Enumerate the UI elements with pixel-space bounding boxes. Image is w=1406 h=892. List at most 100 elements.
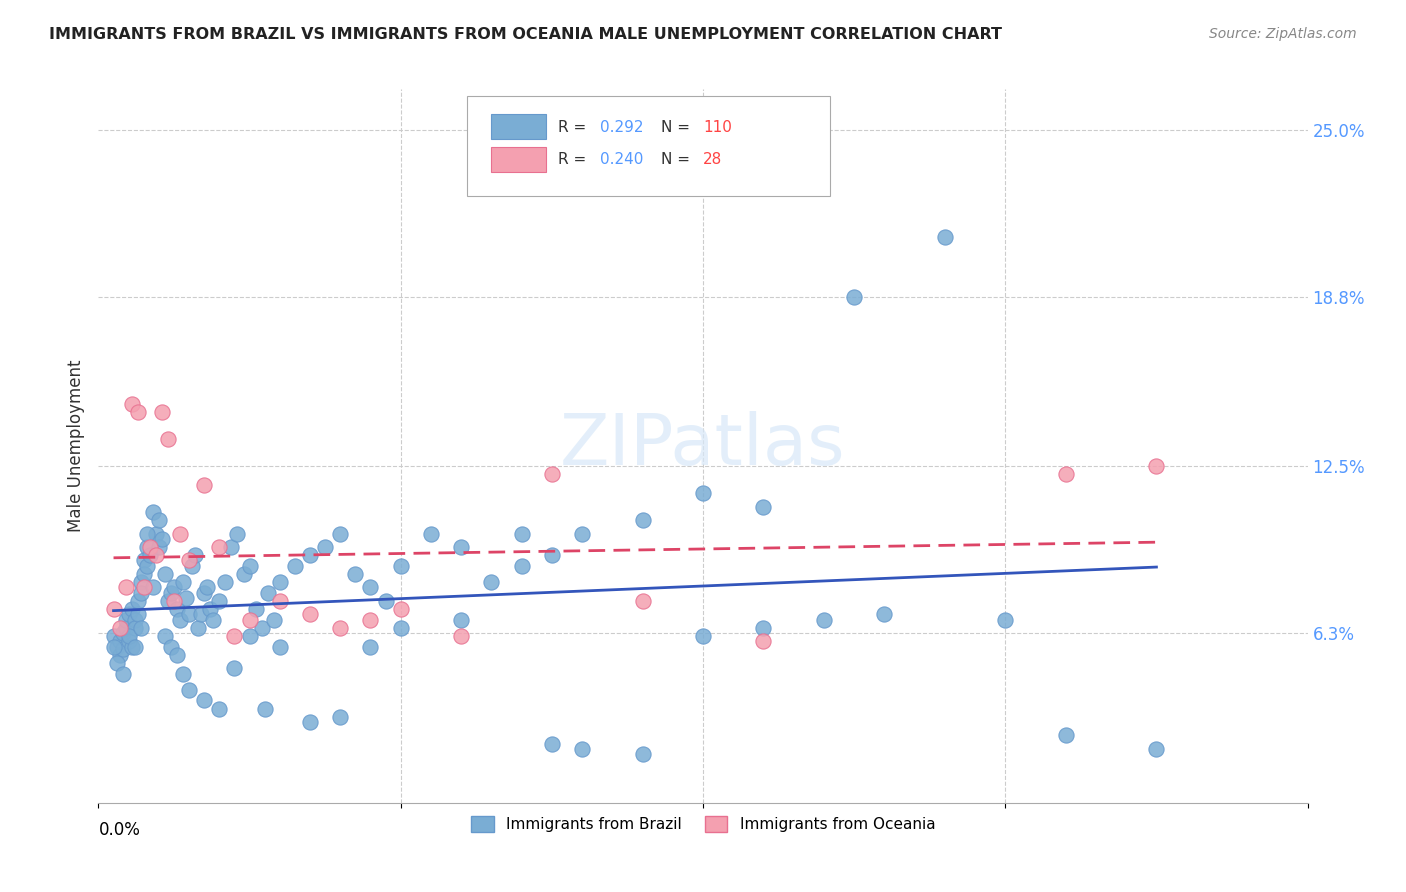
Point <box>269 574 291 589</box>
Point <box>571 742 593 756</box>
Point <box>142 505 165 519</box>
Point <box>239 629 262 643</box>
Point <box>374 594 396 608</box>
Point <box>1054 729 1077 743</box>
Point <box>934 230 956 244</box>
Text: 0.292: 0.292 <box>600 120 644 135</box>
Point <box>239 613 262 627</box>
Point <box>299 607 322 622</box>
Point <box>692 486 714 500</box>
Point <box>631 747 654 762</box>
Point <box>179 553 201 567</box>
Point <box>360 580 382 594</box>
Point <box>752 621 775 635</box>
FancyBboxPatch shape <box>492 114 546 139</box>
Point <box>226 526 249 541</box>
Point <box>221 540 243 554</box>
Point <box>127 405 149 419</box>
Point <box>139 540 162 554</box>
Point <box>540 548 562 562</box>
Point <box>752 634 775 648</box>
Point <box>166 602 188 616</box>
Text: N =: N = <box>661 120 695 135</box>
Point <box>631 513 654 527</box>
Point <box>108 621 131 635</box>
Point <box>510 526 533 541</box>
Point <box>132 566 155 581</box>
Point <box>105 640 128 654</box>
Point <box>118 607 141 622</box>
Point <box>148 540 170 554</box>
Point <box>169 613 191 627</box>
Point <box>329 621 352 635</box>
Point <box>994 613 1017 627</box>
Point <box>631 594 654 608</box>
Point <box>103 602 125 616</box>
Text: R =: R = <box>558 153 591 168</box>
Point <box>269 640 291 654</box>
Point <box>540 467 562 482</box>
Point <box>111 626 134 640</box>
Point <box>329 709 352 723</box>
Text: N =: N = <box>661 153 695 168</box>
Point <box>450 613 472 627</box>
Point <box>481 574 503 589</box>
Point <box>813 613 835 627</box>
Point <box>114 580 136 594</box>
Text: 0.0%: 0.0% <box>98 821 141 838</box>
Point <box>139 548 162 562</box>
Point <box>208 540 231 554</box>
Point <box>135 540 157 554</box>
Point <box>166 648 188 662</box>
Point <box>360 640 382 654</box>
Point <box>214 574 236 589</box>
Point <box>111 666 134 681</box>
Point <box>239 558 262 573</box>
Point <box>124 640 146 654</box>
Point <box>121 602 143 616</box>
Point <box>1144 459 1167 474</box>
Point <box>169 526 191 541</box>
Point <box>163 594 186 608</box>
Point <box>160 640 183 654</box>
Y-axis label: Male Unemployment: Male Unemployment <box>66 359 84 533</box>
Point <box>269 594 291 608</box>
Point <box>184 548 207 562</box>
Text: R =: R = <box>558 120 591 135</box>
Point <box>193 586 215 600</box>
Point <box>202 613 225 627</box>
Point <box>153 629 176 643</box>
Point <box>132 580 155 594</box>
Point <box>232 566 254 581</box>
Text: 110: 110 <box>703 120 733 135</box>
Text: ZIPatlas: ZIPatlas <box>560 411 846 481</box>
Point <box>148 513 170 527</box>
Point <box>150 405 173 419</box>
Point <box>245 602 267 616</box>
Point <box>172 666 194 681</box>
Legend: Immigrants from Brazil, Immigrants from Oceania: Immigrants from Brazil, Immigrants from … <box>464 810 942 838</box>
Point <box>224 661 246 675</box>
Point <box>135 526 157 541</box>
Point <box>129 574 152 589</box>
Point <box>263 613 285 627</box>
Point <box>193 693 215 707</box>
Point <box>692 629 714 643</box>
Point <box>450 540 472 554</box>
Point <box>510 558 533 573</box>
Point <box>114 613 136 627</box>
Point <box>127 607 149 622</box>
Point <box>224 629 246 643</box>
Point <box>314 540 336 554</box>
Point <box>108 634 131 648</box>
Point <box>844 289 866 303</box>
Point <box>187 621 209 635</box>
Point <box>150 532 173 546</box>
Point <box>190 607 212 622</box>
Text: 0.240: 0.240 <box>600 153 644 168</box>
Point <box>160 586 183 600</box>
Point <box>179 682 201 697</box>
Point <box>389 621 412 635</box>
FancyBboxPatch shape <box>467 96 830 196</box>
Point <box>121 397 143 411</box>
